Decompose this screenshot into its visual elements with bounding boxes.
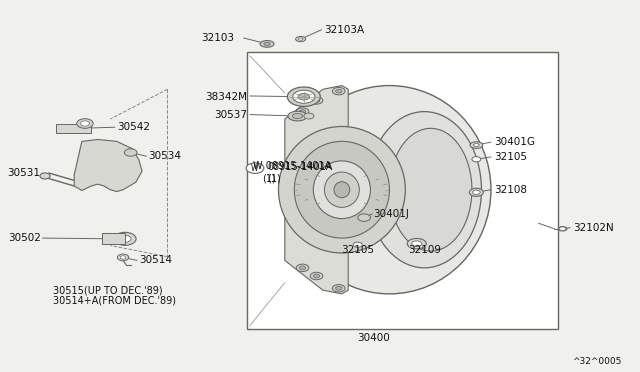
Ellipse shape: [472, 190, 480, 195]
Text: 30400: 30400: [357, 333, 390, 343]
Ellipse shape: [469, 188, 483, 196]
Ellipse shape: [558, 227, 567, 231]
Text: 30515(UP TO DEC.'89): 30515(UP TO DEC.'89): [53, 285, 163, 295]
Text: (1): (1): [262, 174, 276, 183]
Ellipse shape: [292, 90, 315, 103]
Ellipse shape: [288, 86, 491, 294]
Text: 30514+A(FROM DEC.'89): 30514+A(FROM DEC.'89): [53, 296, 176, 305]
Text: 30537: 30537: [214, 110, 247, 120]
Text: 30401G: 30401G: [494, 137, 535, 147]
Circle shape: [124, 149, 137, 156]
Text: 32103: 32103: [201, 33, 234, 43]
Ellipse shape: [77, 119, 93, 128]
Ellipse shape: [260, 41, 274, 47]
Ellipse shape: [117, 254, 129, 261]
Polygon shape: [285, 86, 348, 294]
Text: 32105: 32105: [494, 152, 527, 162]
Text: 30502: 30502: [8, 233, 40, 243]
Text: 32105: 32105: [341, 245, 374, 255]
Text: W 08915-1401A: W 08915-1401A: [253, 161, 332, 170]
Circle shape: [335, 286, 342, 290]
Circle shape: [358, 214, 371, 221]
Circle shape: [472, 157, 481, 162]
Circle shape: [332, 87, 345, 95]
Bar: [102, 233, 125, 244]
Circle shape: [300, 266, 306, 270]
Text: 30514: 30514: [139, 256, 172, 265]
Circle shape: [353, 242, 362, 247]
Circle shape: [332, 285, 345, 292]
Ellipse shape: [334, 182, 350, 198]
Ellipse shape: [470, 142, 483, 148]
Ellipse shape: [119, 235, 131, 243]
Circle shape: [310, 272, 323, 280]
Ellipse shape: [367, 112, 481, 268]
Ellipse shape: [390, 128, 472, 251]
Text: 32103A: 32103A: [324, 25, 364, 35]
Ellipse shape: [278, 126, 405, 253]
Text: ^32^0005: ^32^0005: [572, 357, 621, 366]
Circle shape: [314, 99, 320, 102]
Circle shape: [314, 274, 320, 278]
Circle shape: [310, 97, 323, 104]
Ellipse shape: [298, 38, 303, 40]
Circle shape: [296, 264, 309, 272]
Ellipse shape: [288, 111, 307, 121]
Ellipse shape: [412, 241, 422, 247]
Text: 30531: 30531: [8, 168, 40, 178]
Ellipse shape: [298, 93, 310, 100]
Circle shape: [304, 113, 314, 119]
Ellipse shape: [120, 256, 126, 259]
Ellipse shape: [114, 232, 136, 246]
Bar: [56, 124, 92, 133]
Text: W: W: [252, 164, 259, 173]
Text: 30401J: 30401J: [374, 209, 410, 219]
Ellipse shape: [324, 172, 359, 208]
Ellipse shape: [40, 173, 50, 179]
Text: 32109: 32109: [408, 245, 441, 255]
Text: 38342M: 38342M: [205, 92, 247, 102]
Text: 08915-1401A: 08915-1401A: [267, 162, 332, 171]
Ellipse shape: [287, 87, 321, 106]
Ellipse shape: [294, 141, 390, 238]
Text: 30534: 30534: [148, 151, 181, 161]
Bar: [247, 52, 557, 329]
Text: (1): (1): [267, 174, 281, 183]
Ellipse shape: [474, 144, 479, 147]
Circle shape: [300, 110, 306, 113]
Ellipse shape: [407, 238, 426, 249]
Circle shape: [559, 227, 566, 231]
Text: 30542: 30542: [116, 122, 150, 132]
Text: 32102N: 32102N: [573, 223, 614, 232]
Ellipse shape: [81, 121, 90, 126]
Ellipse shape: [296, 36, 306, 42]
Circle shape: [246, 163, 264, 173]
Text: 32108: 32108: [494, 185, 527, 195]
Polygon shape: [74, 140, 142, 192]
Ellipse shape: [292, 113, 303, 119]
Ellipse shape: [264, 42, 270, 45]
Ellipse shape: [314, 161, 371, 219]
Circle shape: [335, 89, 342, 93]
Circle shape: [296, 108, 309, 115]
